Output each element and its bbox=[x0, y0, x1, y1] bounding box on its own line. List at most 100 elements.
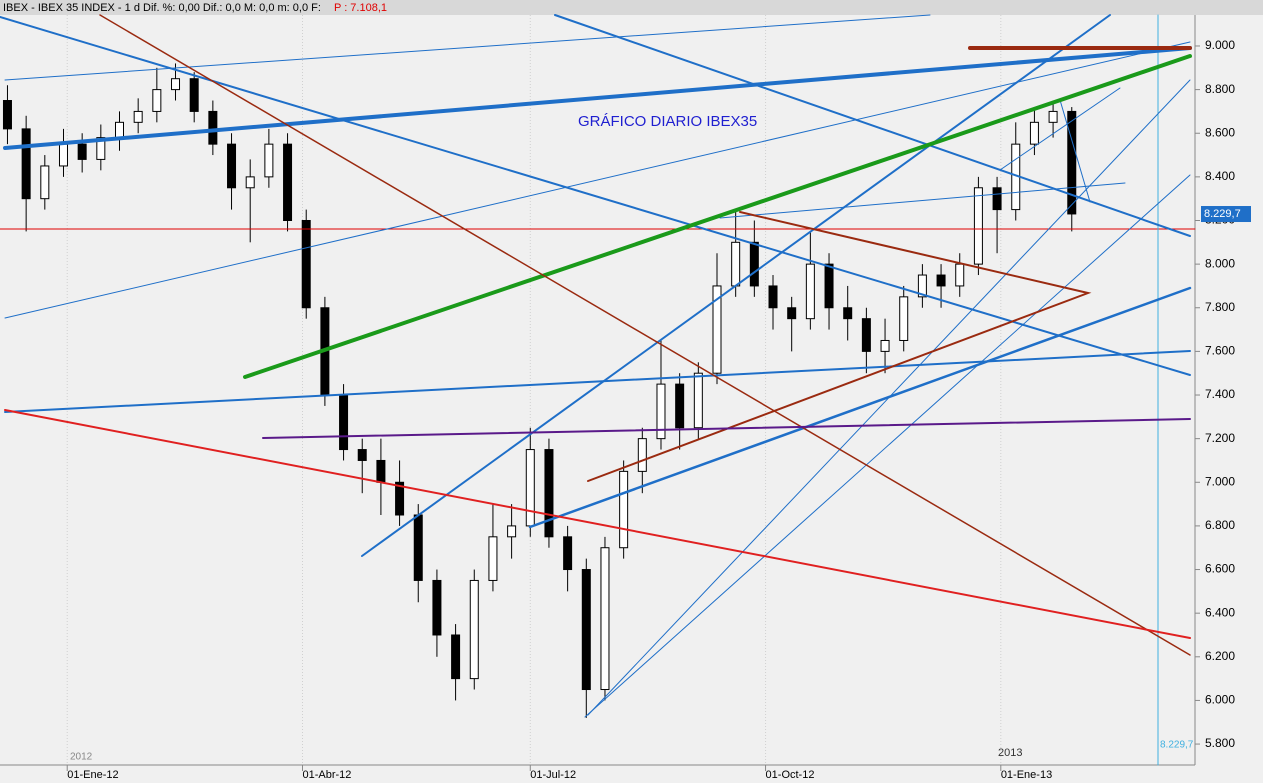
trendline bbox=[999, 87, 1121, 171]
x-tick-label: 01-Ene-12 bbox=[67, 769, 118, 781]
y-tick-label: 6.000 bbox=[1205, 693, 1235, 707]
header-bar bbox=[0, 0, 1263, 15]
candle-body bbox=[805, 263, 815, 320]
candle-body bbox=[21, 128, 31, 200]
trendline bbox=[4, 350, 1191, 413]
trendline bbox=[554, 14, 1191, 237]
candle-body bbox=[675, 383, 685, 429]
y-tick-label: 6.400 bbox=[1205, 605, 1235, 619]
trendline bbox=[1059, 99, 1091, 203]
candle-body bbox=[395, 481, 405, 516]
x-tick-label: 01-Jul-12 bbox=[530, 769, 576, 781]
trendline bbox=[3, 46, 1192, 150]
candle-body bbox=[301, 219, 311, 309]
candle-body bbox=[227, 143, 237, 189]
cursor-price: 8.229,7 bbox=[1160, 740, 1194, 751]
candle-body bbox=[861, 318, 871, 352]
trendlines bbox=[0, 14, 1196, 766]
candle-body bbox=[339, 394, 349, 451]
candle-body bbox=[768, 285, 778, 309]
x-tick-label: 01-Abr-12 bbox=[302, 769, 351, 781]
candle-body bbox=[1029, 121, 1039, 145]
candle-body bbox=[283, 143, 293, 221]
trendline bbox=[4, 41, 1191, 319]
candle-body bbox=[1067, 110, 1077, 215]
candle-body bbox=[693, 372, 703, 429]
candle-body bbox=[731, 241, 741, 287]
candle-body bbox=[880, 339, 890, 352]
x-tick-label: 01-Ene-13 bbox=[1001, 769, 1052, 781]
candle-body bbox=[1048, 110, 1058, 123]
header-text: IBEX - IBEX 35 INDEX - 1 d Dif. %: 0,00 … bbox=[3, 2, 321, 14]
y-tick-label: 6.800 bbox=[1205, 518, 1235, 532]
candle-body bbox=[787, 307, 797, 320]
trendline bbox=[243, 54, 1192, 379]
candle-body bbox=[581, 569, 591, 691]
y-tick-label: 7.800 bbox=[1205, 300, 1235, 314]
y-tick-label: 7.200 bbox=[1205, 431, 1235, 445]
trendline bbox=[4, 14, 931, 81]
candle-body bbox=[917, 274, 927, 298]
trendline bbox=[528, 286, 1192, 529]
last-price-label: 8.229,7 bbox=[1204, 208, 1241, 220]
trendline bbox=[719, 182, 1126, 219]
candle-body bbox=[357, 449, 367, 461]
y-tick-label: 6.600 bbox=[1205, 562, 1235, 576]
candle-body bbox=[973, 187, 983, 265]
candle-body bbox=[600, 547, 610, 691]
candle-body bbox=[376, 459, 386, 483]
candle-body bbox=[507, 525, 517, 538]
y-tick-label: 8.400 bbox=[1205, 169, 1235, 183]
trendline bbox=[262, 418, 1191, 439]
trendline bbox=[361, 14, 1111, 557]
candle-body bbox=[432, 579, 442, 636]
candle-body bbox=[992, 187, 1002, 211]
y-tick-label: 7.600 bbox=[1205, 344, 1235, 358]
year-label: 2013 bbox=[998, 747, 1022, 759]
y-tick-label: 5.800 bbox=[1205, 736, 1235, 750]
triangle bbox=[587, 211, 1092, 482]
last-price-box bbox=[1201, 206, 1251, 223]
candle-body bbox=[115, 121, 124, 139]
candle-body bbox=[525, 449, 535, 527]
candle-body bbox=[77, 143, 87, 160]
trendline bbox=[0, 16, 1191, 376]
candle-body bbox=[656, 383, 666, 440]
candle-body bbox=[749, 241, 759, 287]
candle-body bbox=[544, 449, 554, 538]
y-tick-label: 8.800 bbox=[1205, 82, 1235, 96]
trendline bbox=[4, 409, 1191, 639]
y-tick-label: 8.600 bbox=[1205, 125, 1235, 139]
candle-body bbox=[843, 307, 853, 320]
y-tick-label: 8.000 bbox=[1205, 256, 1235, 270]
y-tick-label: 7.400 bbox=[1205, 387, 1235, 401]
candle-body bbox=[824, 263, 834, 309]
candle-body bbox=[133, 110, 143, 123]
chart-title: GRÁFICO DIARIO IBEX35 bbox=[578, 113, 757, 130]
candle-body bbox=[208, 110, 218, 145]
candle-body bbox=[171, 78, 181, 91]
candle-body bbox=[955, 263, 965, 287]
trendline bbox=[99, 14, 1191, 656]
candle-body bbox=[58, 143, 68, 167]
candle-body bbox=[245, 176, 255, 189]
candle-body bbox=[488, 536, 498, 581]
year-label: 2012 bbox=[70, 752, 93, 763]
candle-body bbox=[413, 514, 423, 581]
candle-body bbox=[96, 137, 106, 160]
candle-body bbox=[936, 274, 946, 287]
candle-body bbox=[451, 634, 461, 680]
candle-body bbox=[264, 143, 274, 178]
y-tick-label: 6.200 bbox=[1205, 649, 1235, 663]
candle-body bbox=[712, 285, 722, 374]
candle-body bbox=[40, 165, 50, 200]
candle-body bbox=[152, 89, 162, 112]
candle-body bbox=[2, 100, 12, 130]
candle-body bbox=[563, 536, 573, 571]
candle-body bbox=[899, 296, 909, 341]
x-tick-label: 01-Oct-12 bbox=[766, 769, 815, 781]
header-price: P : 7.108,1 bbox=[334, 2, 387, 14]
trendline bbox=[584, 174, 1191, 718]
candle-body bbox=[469, 579, 479, 680]
